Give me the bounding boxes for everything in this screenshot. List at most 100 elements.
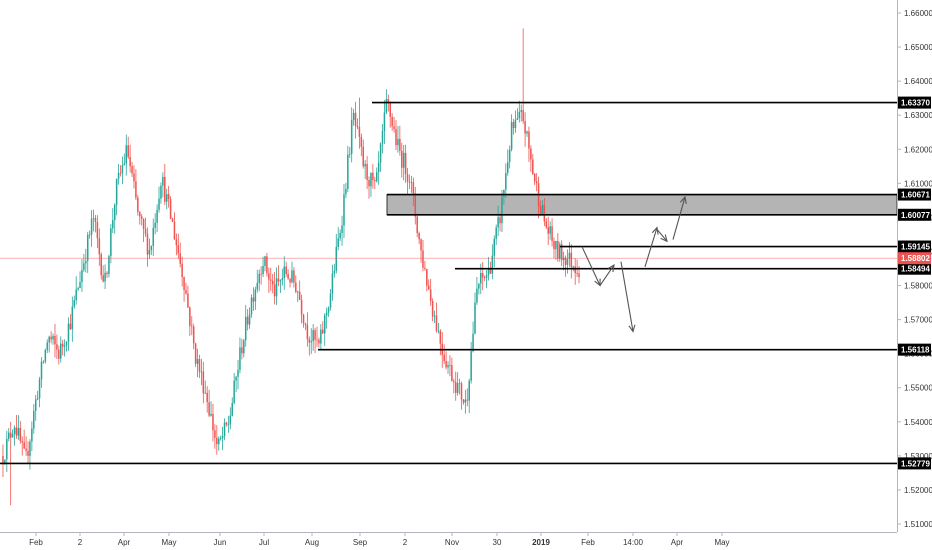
price-tag: 1.59145 — [898, 240, 931, 253]
candle — [54, 323, 56, 358]
candle-body — [275, 278, 278, 297]
candle-body — [495, 227, 497, 239]
candle-body — [506, 162, 509, 174]
candle-body — [352, 112, 355, 121]
candle — [25, 436, 27, 456]
candle — [177, 233, 180, 260]
candle — [298, 280, 301, 301]
projection-arrows-layer — [581, 195, 687, 333]
candle-body — [135, 181, 137, 198]
candle — [81, 259, 83, 292]
x-tick-label: Jul — [259, 538, 269, 547]
candle-body — [140, 216, 143, 219]
projection-arrow — [644, 226, 659, 267]
candle — [150, 245, 153, 256]
candle — [71, 296, 74, 342]
candle-body — [42, 361, 45, 363]
candle — [165, 188, 168, 210]
candle-body — [505, 173, 507, 190]
price-tag-bg — [898, 188, 931, 201]
candle-body — [229, 415, 232, 425]
candle-body — [454, 382, 457, 393]
candle — [329, 288, 332, 311]
candle-body — [98, 238, 101, 255]
candle — [250, 294, 253, 318]
candle-body — [289, 278, 291, 283]
candle — [410, 175, 413, 193]
candle-body — [516, 118, 519, 120]
candle — [547, 216, 549, 245]
candle — [181, 256, 183, 287]
candle — [202, 361, 205, 404]
candle-body — [293, 270, 295, 283]
candle-body — [410, 182, 413, 184]
candle — [449, 355, 451, 377]
candle-body — [485, 275, 488, 278]
candle — [503, 189, 505, 205]
candle-body — [7, 432, 10, 439]
candle-body — [266, 256, 268, 274]
candle-body — [325, 312, 328, 316]
x-tick-label: Aug — [305, 538, 319, 547]
candle-body — [69, 323, 72, 330]
candle — [420, 238, 422, 263]
candle-body — [31, 428, 33, 442]
candle — [325, 307, 328, 329]
candle — [79, 271, 81, 289]
x-tick-label: Sep — [353, 538, 368, 547]
candle — [144, 217, 147, 237]
candle — [167, 185, 170, 208]
projection-arrow — [672, 195, 687, 240]
candle — [262, 256, 264, 278]
candle-body — [372, 172, 374, 181]
candle — [505, 163, 507, 199]
candle — [497, 205, 499, 237]
candle-body — [520, 110, 522, 112]
candle — [142, 218, 145, 242]
candle — [395, 120, 397, 151]
candle-body — [154, 222, 156, 228]
candle-body — [86, 234, 89, 262]
candle — [90, 210, 93, 247]
candle — [36, 390, 39, 401]
candle-body — [285, 266, 287, 275]
x-tick-label: Apr — [671, 538, 684, 547]
candle-body — [137, 197, 139, 212]
candle-body — [33, 410, 35, 429]
candle-body — [258, 273, 260, 284]
candle-body — [424, 267, 426, 269]
x-tick-label: Feb — [581, 538, 595, 547]
candle — [104, 264, 106, 290]
candle-body — [40, 361, 43, 380]
candle-body — [414, 193, 417, 217]
candle-body — [102, 275, 104, 282]
candle — [327, 306, 330, 317]
candle-body — [256, 283, 259, 290]
candle-body — [75, 289, 77, 301]
candle — [451, 357, 453, 382]
candle — [406, 167, 409, 196]
candle-body — [88, 234, 91, 236]
y-tick-label: 1.54000 — [904, 418, 932, 427]
candle-body — [312, 330, 314, 342]
candle — [121, 156, 124, 185]
candle-body — [568, 252, 571, 259]
candle — [198, 354, 201, 378]
candle — [277, 265, 280, 287]
candle — [171, 217, 174, 222]
candle-body — [335, 246, 338, 271]
candle — [508, 145, 511, 169]
time-axis[interactable]: Feb 2 Apr May Jun Jul Aug Sep 2 Nov 30 2019 Feb 14:00… — [29, 532, 730, 547]
candle — [541, 200, 544, 215]
candle — [559, 241, 561, 262]
projection-arrow — [599, 264, 615, 286]
candle — [229, 407, 232, 430]
candle — [258, 269, 260, 292]
candle — [356, 118, 359, 130]
candle-body — [96, 221, 99, 239]
candle-body — [142, 218, 145, 229]
candle — [204, 380, 207, 394]
candle-body — [296, 291, 299, 293]
candle — [275, 267, 278, 306]
